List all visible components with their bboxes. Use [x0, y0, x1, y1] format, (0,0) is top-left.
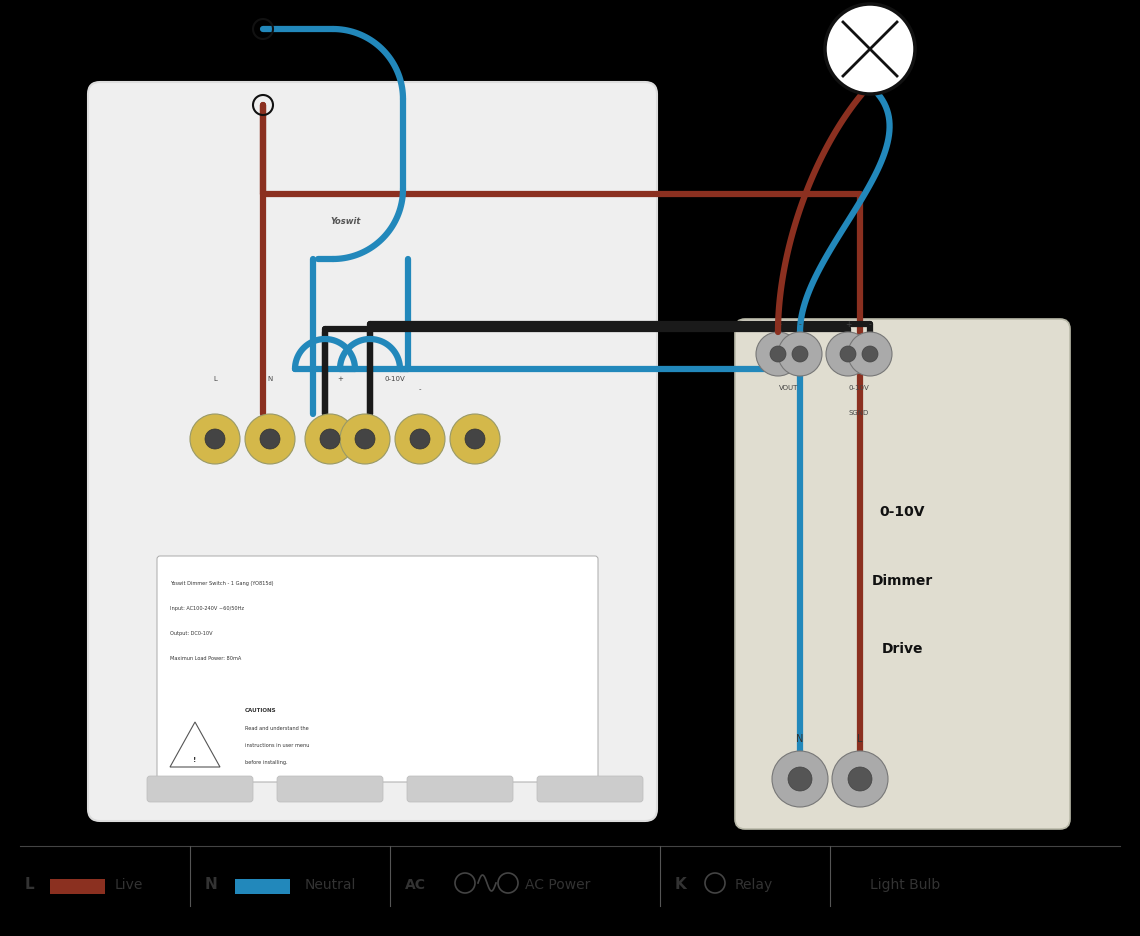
Text: Neutral: Neutral — [306, 877, 357, 891]
Text: N: N — [268, 375, 272, 382]
Text: Read and understand the: Read and understand the — [245, 725, 309, 730]
Circle shape — [770, 346, 785, 362]
Text: AC Power: AC Power — [526, 877, 591, 891]
Text: Input: AC100-240V ~60/50Hz: Input: AC100-240V ~60/50Hz — [170, 606, 244, 610]
Circle shape — [306, 415, 355, 464]
Text: +: + — [337, 375, 343, 382]
Text: Maximun Load Power: 80mA: Maximun Load Power: 80mA — [170, 655, 242, 660]
Circle shape — [260, 430, 280, 449]
FancyBboxPatch shape — [735, 320, 1070, 829]
Text: Dimmer: Dimmer — [872, 573, 934, 587]
Text: before installing.: before installing. — [245, 759, 287, 764]
Text: 0-10V: 0-10V — [848, 385, 870, 390]
Circle shape — [777, 332, 822, 376]
Text: Yoswit Dimmer Switch - 1 Gang (YO815d): Yoswit Dimmer Switch - 1 Gang (YO815d) — [170, 580, 274, 585]
Circle shape — [190, 415, 241, 464]
FancyBboxPatch shape — [277, 776, 383, 802]
FancyBboxPatch shape — [50, 879, 105, 894]
Text: Light Bulb: Light Bulb — [870, 877, 940, 891]
Text: +: + — [775, 320, 781, 329]
Circle shape — [245, 415, 295, 464]
Text: N: N — [205, 876, 218, 891]
Circle shape — [756, 332, 800, 376]
Circle shape — [772, 752, 828, 807]
Circle shape — [410, 430, 430, 449]
Polygon shape — [170, 723, 220, 768]
Circle shape — [840, 346, 856, 362]
Circle shape — [355, 430, 375, 449]
Text: Live: Live — [115, 877, 144, 891]
Text: Yoswit: Yoswit — [331, 216, 360, 226]
Circle shape — [826, 332, 870, 376]
Circle shape — [450, 415, 500, 464]
Circle shape — [848, 768, 872, 791]
Text: Drive: Drive — [881, 642, 923, 656]
Circle shape — [340, 415, 390, 464]
Text: 0-10V: 0-10V — [384, 375, 406, 382]
Text: AC: AC — [405, 877, 426, 891]
Circle shape — [862, 346, 878, 362]
Circle shape — [788, 768, 812, 791]
Circle shape — [832, 752, 888, 807]
Text: VOUT: VOUT — [780, 385, 799, 390]
Text: 0-10V: 0-10V — [880, 505, 926, 519]
Circle shape — [792, 346, 808, 362]
Text: Output: DC0-10V: Output: DC0-10V — [170, 630, 212, 636]
Text: Relay: Relay — [735, 877, 773, 891]
Circle shape — [465, 430, 484, 449]
Text: L: L — [25, 876, 34, 891]
Circle shape — [825, 5, 915, 95]
Circle shape — [394, 415, 445, 464]
Text: L: L — [857, 733, 863, 743]
Text: SGND: SGND — [849, 410, 869, 416]
FancyBboxPatch shape — [157, 556, 598, 782]
FancyBboxPatch shape — [88, 83, 657, 821]
FancyBboxPatch shape — [407, 776, 513, 802]
FancyBboxPatch shape — [235, 879, 290, 894]
Text: -: - — [799, 320, 801, 329]
Text: +: + — [845, 320, 852, 329]
FancyBboxPatch shape — [537, 776, 643, 802]
Text: !: ! — [194, 756, 196, 762]
FancyBboxPatch shape — [147, 776, 253, 802]
Text: -: - — [418, 386, 422, 391]
Circle shape — [320, 430, 340, 449]
Text: -: - — [869, 320, 871, 329]
Text: L: L — [213, 375, 217, 382]
Circle shape — [205, 430, 225, 449]
Circle shape — [848, 332, 891, 376]
Text: K: K — [675, 876, 686, 891]
Text: instructions in user menu: instructions in user menu — [245, 742, 309, 747]
Text: N: N — [797, 733, 804, 743]
Text: CAUTIONS: CAUTIONS — [245, 708, 277, 712]
